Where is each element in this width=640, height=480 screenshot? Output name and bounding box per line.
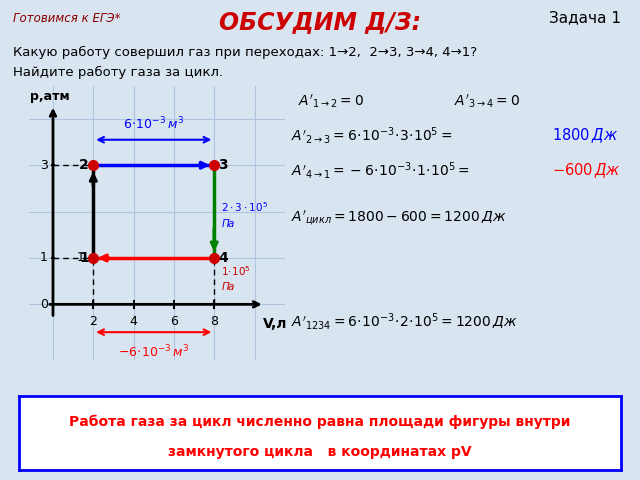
Text: $A'_{цикл} = 1800 - 600 = 1200\,Дж$: $A'_{цикл} = 1800 - 600 = 1200\,Дж$ <box>291 209 507 228</box>
Text: $A'_{3\to4} = 0$: $A'_{3\to4} = 0$ <box>454 92 520 109</box>
Text: Какую работу совершил газ при переходах: 1→2,  2→3, 3→4, 4→1?: Какую работу совершил газ при переходах:… <box>13 46 477 59</box>
Text: Работа газа за цикл численно равна площади фигуры внутри: Работа газа за цикл численно равна площа… <box>69 415 571 429</box>
Text: 3: 3 <box>218 158 228 172</box>
Text: $2\cdot3\cdot10^5$: $2\cdot3\cdot10^5$ <box>221 200 268 214</box>
Text: $1\!\cdot\!10^{5}$: $1\!\cdot\!10^{5}$ <box>221 264 251 278</box>
Text: $П\!а$: $П\!а$ <box>221 217 235 229</box>
Text: $A'_{1234} = 6\!\cdot\!10^{-3}\!\cdot\!2\!\cdot\!10^{5} = 1200\,Дж$: $A'_{1234} = 6\!\cdot\!10^{-3}\!\cdot\!2… <box>291 311 518 332</box>
Text: $-600\,Дж$: $-600\,Дж$ <box>552 161 621 180</box>
Text: р,атм: р,атм <box>30 90 70 103</box>
Text: 1: 1 <box>40 252 48 264</box>
Text: $6\!\cdot\!10^{-3}\,м^3$: $6\!\cdot\!10^{-3}\,м^3$ <box>124 115 184 132</box>
Text: $-6\!\cdot\!10^{-3}\,м^3$: $-6\!\cdot\!10^{-3}\,м^3$ <box>118 344 189 360</box>
Text: $A'_{2\to3} = 6\!\cdot\!10^{-3}\!\cdot\!3\!\cdot\!10^{5}=$: $A'_{2\to3} = 6\!\cdot\!10^{-3}\!\cdot\!… <box>291 125 452 146</box>
Text: 1: 1 <box>76 252 84 264</box>
Text: 8: 8 <box>211 314 218 327</box>
Text: $1800\,Дж$: $1800\,Дж$ <box>552 126 618 144</box>
Text: Готовимся к ЕГЭ*: Готовимся к ЕГЭ* <box>13 12 120 25</box>
Text: ОБСУДИМ Д/З:: ОБСУДИМ Д/З: <box>219 11 421 35</box>
Text: 6: 6 <box>170 314 178 327</box>
Text: 2: 2 <box>90 314 97 327</box>
Text: $A'_{4\to1} = -6\!\cdot\!10^{-3}\!\cdot\!1\!\cdot\!10^{5}=$: $A'_{4\to1} = -6\!\cdot\!10^{-3}\!\cdot\… <box>291 160 470 181</box>
Text: 3: 3 <box>40 159 48 172</box>
Text: $A'_{1\to2} = 0$: $A'_{1\to2} = 0$ <box>298 92 364 109</box>
Text: замкнутого цикла   в координатах pV: замкнутого цикла в координатах pV <box>168 445 472 459</box>
Text: $П\!а$: $П\!а$ <box>221 280 235 292</box>
Text: 0: 0 <box>40 298 48 311</box>
Text: Найдите работу газа за цикл.: Найдите работу газа за цикл. <box>13 66 223 79</box>
Text: Задача 1: Задача 1 <box>548 11 621 25</box>
Text: 1: 1 <box>79 251 89 265</box>
Text: V,л: V,л <box>262 317 287 331</box>
Text: 2: 2 <box>79 158 89 172</box>
Text: 4: 4 <box>218 251 228 265</box>
Text: 4: 4 <box>130 314 138 327</box>
